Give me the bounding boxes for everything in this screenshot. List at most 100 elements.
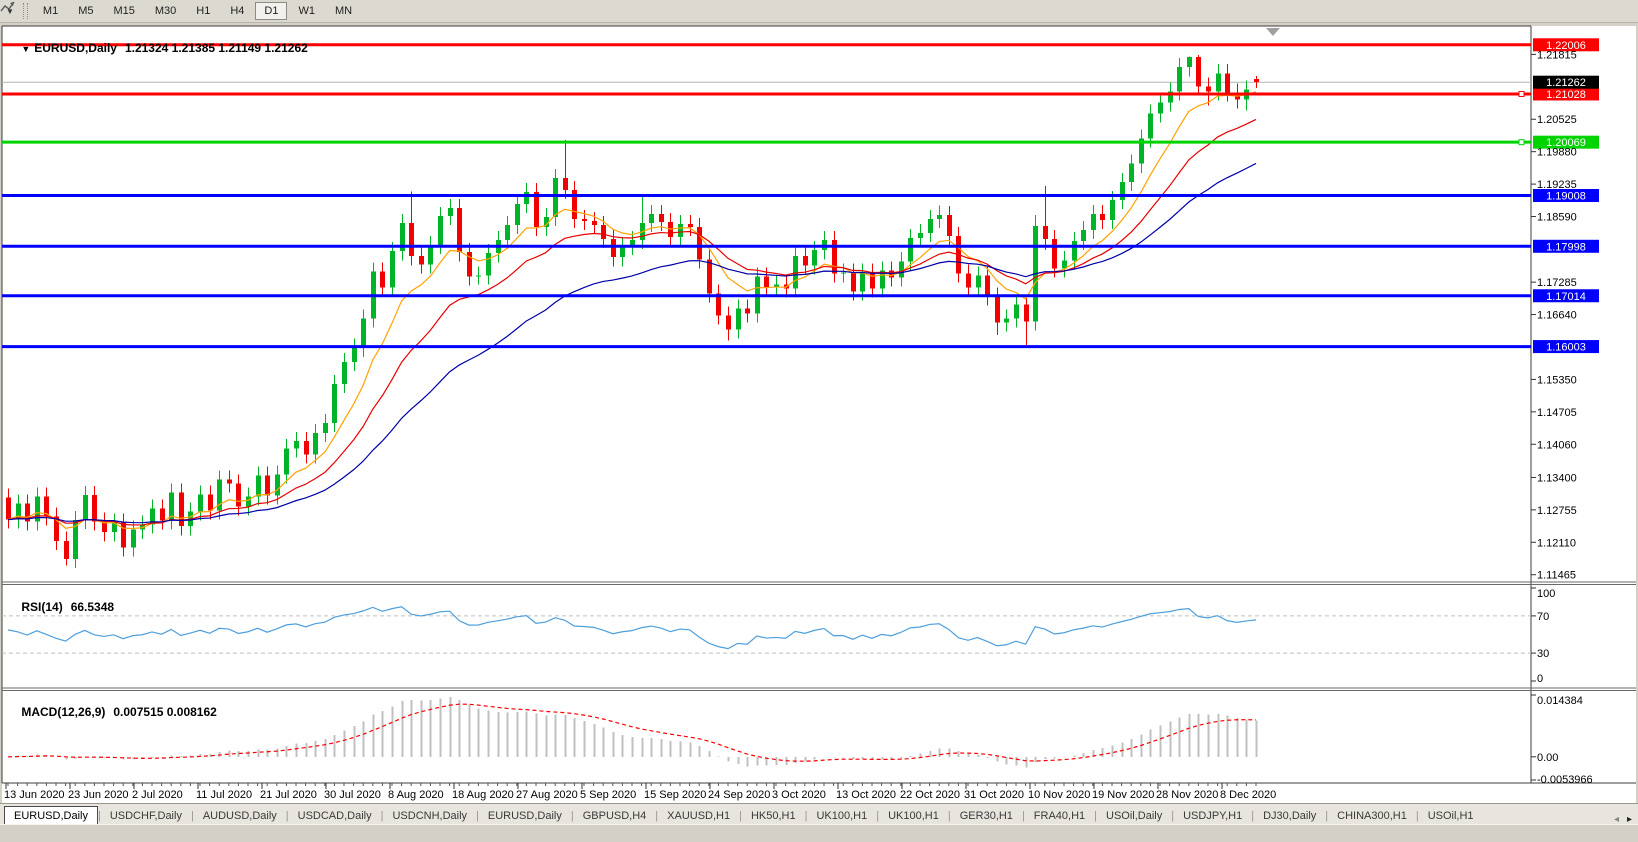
- candle-body: [265, 475, 270, 496]
- candle-body: [400, 223, 405, 252]
- candle-body: [649, 214, 654, 224]
- candle-body: [726, 315, 731, 330]
- candle-body: [966, 273, 971, 288]
- timeframe-button-H1[interactable]: H1: [196, 5, 211, 17]
- chart-tab-uk100-h1[interactable]: UK100,H1: [816, 810, 868, 822]
- timeframe-button-W1[interactable]: W1: [298, 5, 315, 17]
- chart-canvas[interactable]: 1.22006 1.21028 1.20069 1.19008 1.17998 1.170…: [0, 22, 1638, 803]
- chart-tab-usdcnh-daily[interactable]: USDCNH,Daily: [392, 810, 468, 822]
- timeframe-button-M15[interactable]: M15: [113, 5, 135, 17]
- timeframe-button-H4[interactable]: H4: [230, 5, 245, 17]
- candle-body: [860, 272, 865, 292]
- candle-body: [323, 423, 328, 434]
- tab-separator: |: [947, 810, 951, 822]
- chart-tab-eurusd-daily[interactable]: EURUSD,Daily: [487, 810, 562, 822]
- candle-body: [438, 216, 443, 246]
- chart-tab-usdcad-daily[interactable]: USDCAD,Daily: [297, 810, 372, 822]
- timeframe-button-M5[interactable]: M5: [78, 5, 94, 17]
- hline-price-label-text: 1.19008: [1546, 191, 1586, 203]
- timeframe-button-MN[interactable]: MN: [334, 5, 353, 17]
- candle-body: [851, 272, 856, 292]
- macd-signal-line: [7, 703, 1257, 762]
- candle-body: [582, 219, 587, 222]
- tab-separator: |: [380, 810, 384, 822]
- candle-body: [918, 233, 923, 239]
- candle-body: [1091, 214, 1096, 231]
- ma-medium-line: [7, 118, 1257, 526]
- toolbar-grip[interactable]: [22, 3, 28, 19]
- timeframe-button-D1[interactable]: D1: [255, 2, 288, 20]
- chart-tab-fra40-h1[interactable]: FRA40,H1: [1033, 810, 1086, 822]
- hline-price-label: [1533, 87, 1599, 101]
- candle-body: [1072, 241, 1077, 261]
- candle-body: [208, 494, 213, 511]
- chart-title-collapse-icon[interactable]: ▼: [21, 44, 31, 54]
- chart-title[interactable]: ▼ EURUSD,Daily 1.21324 1.21385 1.21149 1.2…: [8, 27, 308, 69]
- candle-body: [1081, 230, 1086, 242]
- candle-body: [620, 246, 625, 258]
- candle-body: [150, 508, 155, 525]
- rsi-tick-label: 70: [1537, 611, 1549, 623]
- candle-body: [44, 496, 49, 517]
- candle-body: [390, 251, 395, 288]
- candle-body: [1225, 73, 1230, 93]
- candle-body: [179, 492, 184, 527]
- chart-ohlc-values: 1.21324 1.21385 1.21149 1.21262: [124, 41, 308, 55]
- chart-tab-usoil-h1[interactable]: USOil,H1: [1427, 810, 1474, 822]
- candle-body: [544, 217, 549, 228]
- candle-body: [976, 275, 981, 288]
- timeframe-button-M1[interactable]: M1: [42, 5, 59, 17]
- candle-body: [928, 219, 933, 234]
- chart-tab-hk50-h1[interactable]: HK50,H1: [750, 810, 796, 822]
- chart-tab-usoil-daily[interactable]: USOil,Daily: [1106, 810, 1163, 822]
- candle-body: [64, 540, 69, 559]
- chart-tab-xauusd-h1[interactable]: XAUUSD,H1: [667, 810, 731, 822]
- candle-body: [409, 223, 414, 257]
- chevron-down-icon[interactable]: ▼: [6, 6, 14, 16]
- rsi-title: RSI(14) 66.5348: [8, 586, 114, 628]
- chart-tab-usdjpy-h1[interactable]: USDJPY,H1: [1183, 810, 1243, 822]
- chart-tab-gbpusd-h4[interactable]: GBPUSD,H4: [582, 810, 647, 822]
- timeframe-button-group: M1 M5 M15 M30 H1 H4 D1 W1 MN: [33, 2, 362, 20]
- candle-body: [812, 250, 817, 266]
- candle-body: [841, 272, 846, 274]
- candle-body: [1187, 57, 1192, 68]
- candle-body: [304, 441, 309, 455]
- chart-tab-audusd-daily[interactable]: AUDUSD,Daily: [202, 810, 277, 822]
- candle-body: [630, 240, 635, 247]
- timeframe-button-M30[interactable]: M30: [154, 5, 177, 17]
- candle-body: [131, 529, 136, 548]
- tab-separator: |: [1021, 810, 1025, 822]
- candle-body: [467, 252, 472, 277]
- tab-scroll-right-icon[interactable]: ▸: [1626, 814, 1632, 825]
- hline-handle[interactable]: [1518, 139, 1525, 146]
- candle-body: [793, 256, 798, 289]
- price-tick-label: 1.13400: [1537, 472, 1577, 484]
- hline-handle[interactable]: [1518, 90, 1525, 97]
- chart-tab-dj30-daily[interactable]: DJ30,Daily: [1263, 810, 1317, 822]
- date-label: 28 Nov 2020: [1156, 789, 1218, 801]
- candle-body: [275, 474, 280, 496]
- chart-tab-uk100-h1[interactable]: UK100,H1: [888, 810, 939, 822]
- chart-tab-usdchf-daily[interactable]: USDCHF,Daily: [109, 810, 182, 822]
- tab-scroll-left-icon[interactable]: ◂: [1613, 814, 1619, 825]
- date-label: 22 Oct 2020: [900, 789, 960, 801]
- date-label: 15 Sep 2020: [644, 789, 706, 801]
- candle-body: [1148, 113, 1153, 139]
- current-price-label-text: 1.21262: [1546, 77, 1586, 89]
- price-tick-label: 1.18590: [1537, 212, 1577, 224]
- candle-body: [572, 189, 577, 220]
- tab-separator: |: [570, 810, 574, 822]
- chart-tab-china300-h1[interactable]: CHINA300,H1: [1337, 810, 1407, 822]
- candle-body: [534, 191, 539, 228]
- chart-shift-triangle-icon[interactable]: [1266, 28, 1280, 36]
- chart-tab-ger30-h1[interactable]: GER30,H1: [959, 810, 1013, 822]
- candle-body: [764, 276, 769, 288]
- candle-body: [169, 492, 174, 521]
- candle-body: [870, 272, 875, 289]
- chart-tab-bar: EURUSD,Daily | USDCHF,Daily | AUDUSD,Daily | U…: [0, 803, 1638, 825]
- candle-body: [716, 293, 721, 316]
- chart-tab-eurusd-daily[interactable]: EURUSD,Daily: [4, 806, 98, 825]
- hline-price-label: [1533, 340, 1599, 354]
- candle-body: [428, 245, 433, 265]
